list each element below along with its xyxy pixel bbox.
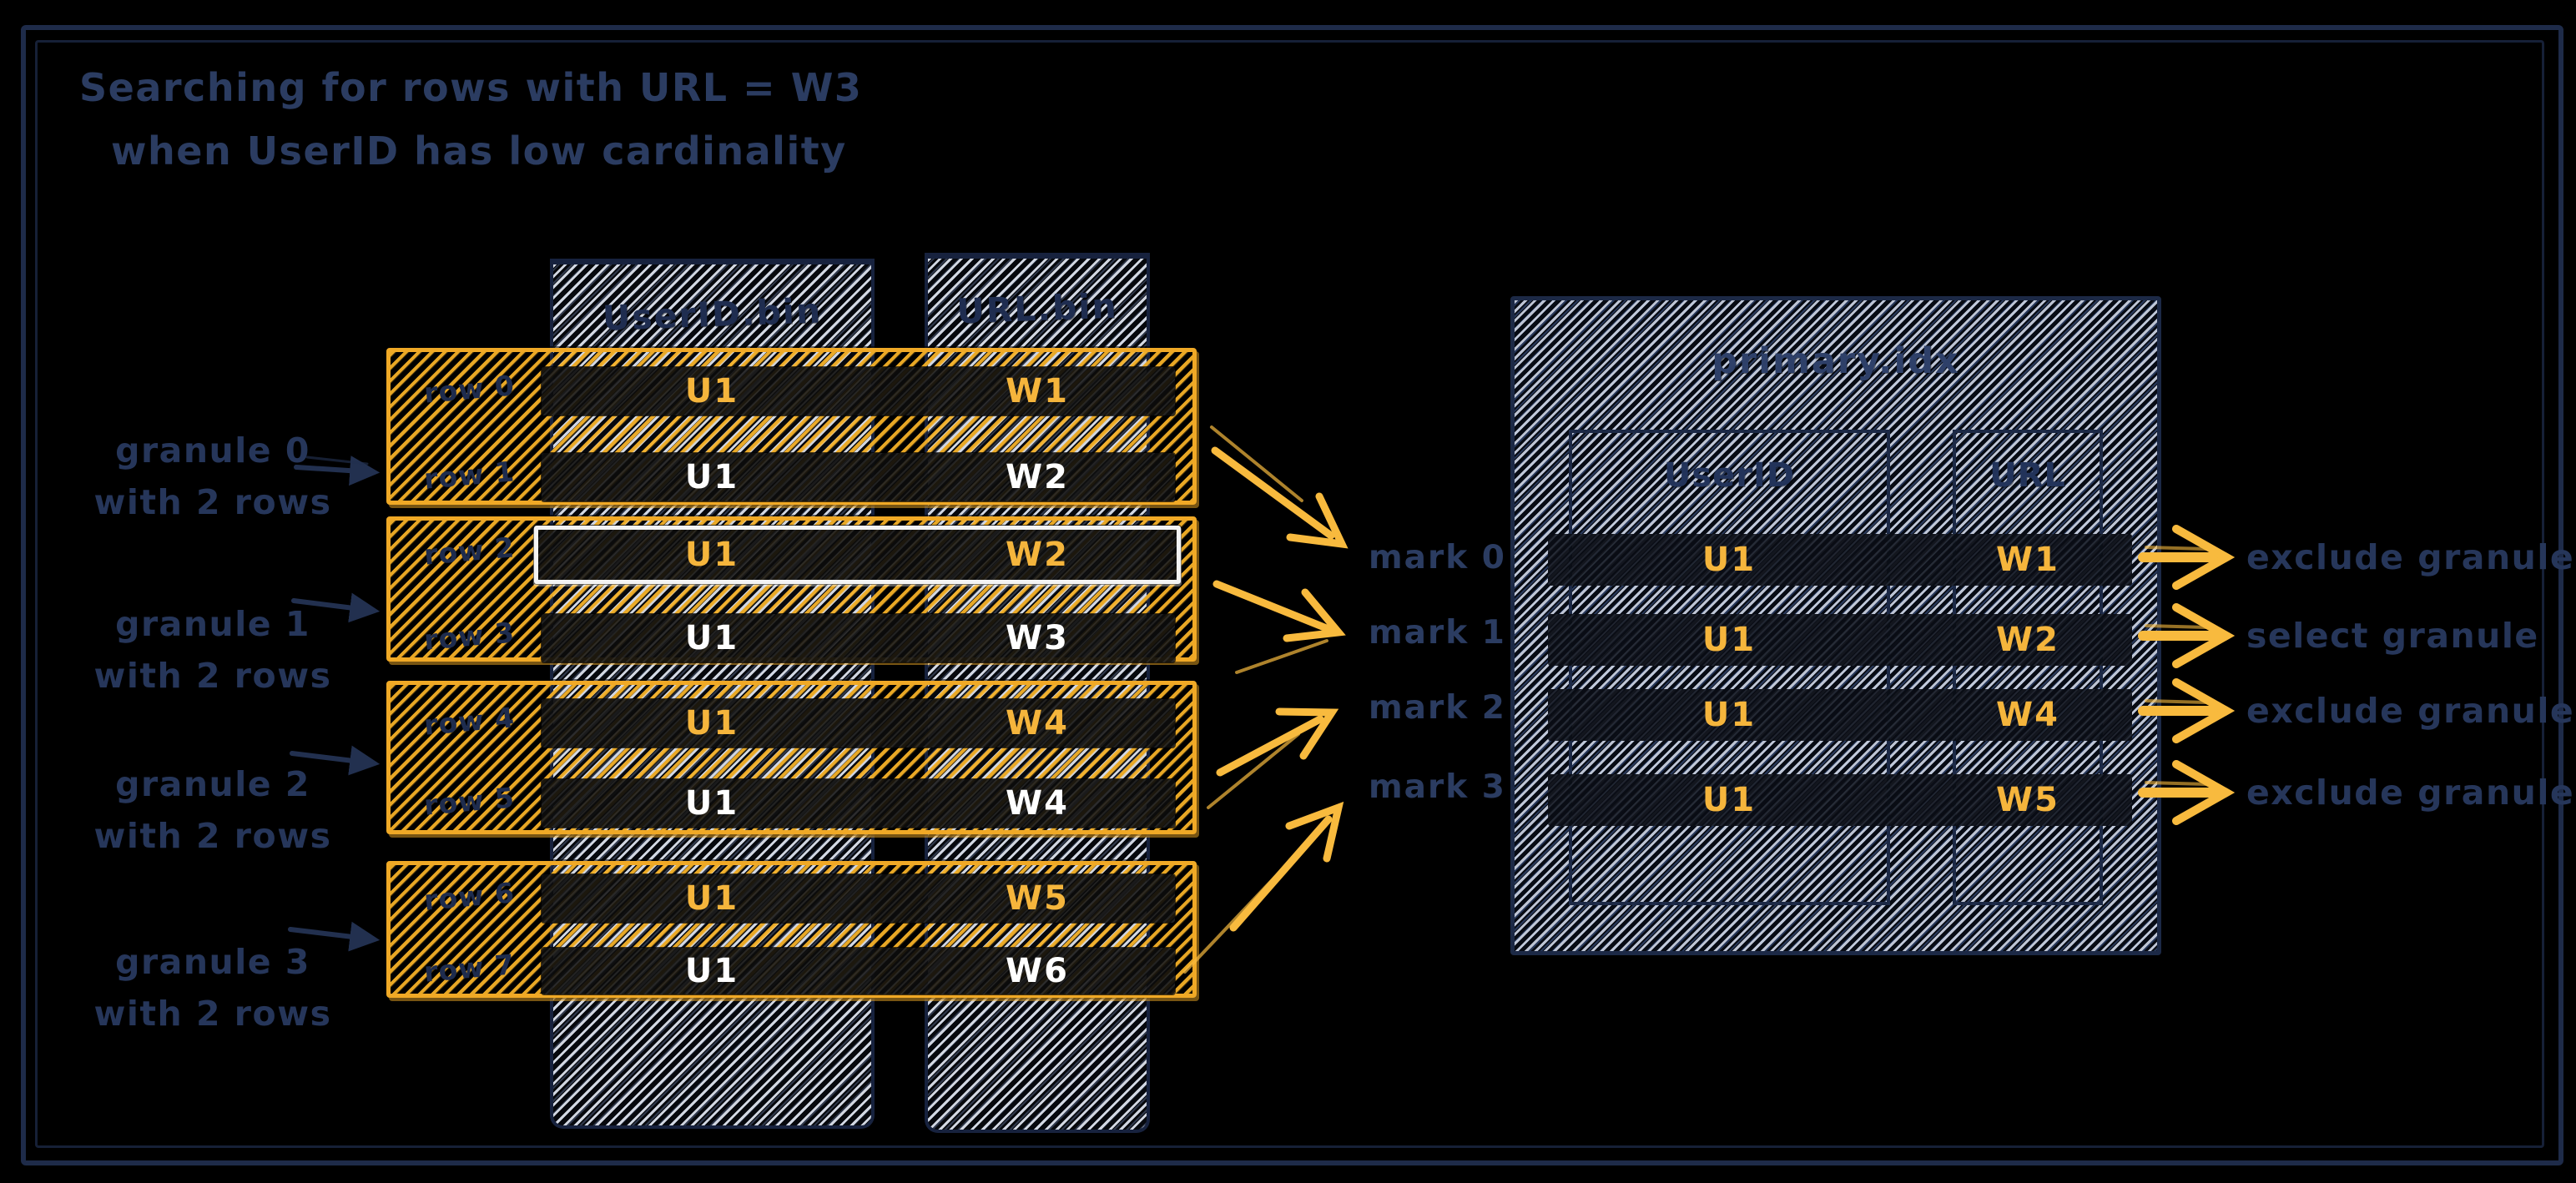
cell-url: W3 (1006, 619, 1069, 657)
diagram-title: Searching for rows with URL = W3 when Us… (79, 65, 862, 174)
granule-0-label-line1: granule 0 (115, 430, 310, 471)
granule-3-label: granule 3 with 2 rows (50, 936, 376, 1040)
table-row-5: U1 W4 (542, 779, 1175, 828)
cell-url: W1 (1006, 372, 1069, 410)
granule-0-label-line2: with 2 rows (93, 482, 332, 522)
table-row-0: U1 W1 (542, 367, 1175, 415)
arrow-outcome1-head (2172, 603, 2236, 668)
primary-idx-title: primary.idx (1711, 340, 1960, 382)
arrow-to-mark0 (1211, 446, 1335, 540)
arrow-to-mark0-head (1286, 492, 1348, 549)
idx-row-1: U1 W2 (1548, 614, 2132, 666)
cell-userid: U1 (684, 619, 739, 657)
cell-userid: U1 (684, 879, 739, 918)
idx-cell-userid: U1 (1701, 696, 1757, 734)
arrow-to-mark1-sketch (1235, 639, 1328, 674)
cell-url: W2 (1006, 458, 1069, 496)
cell-userid: U1 (684, 536, 739, 574)
idx-url-column: URL (1953, 430, 2103, 905)
idx-row-3: U1 W5 (1548, 774, 2132, 826)
outcome-0-label: exclude granule (2246, 537, 2575, 577)
idx-userid-column: UserID (1569, 430, 1890, 905)
arrow-to-mark2-sketch (1207, 732, 1300, 809)
title-line-1: Searching for rows with URL = W3 (79, 65, 863, 110)
idx-userid-header: UserID (1663, 456, 1796, 495)
arrow-to-mark3-head (1285, 801, 1344, 863)
mark-0-label: mark 0 (1369, 539, 1506, 576)
idx-cell-userid: U1 (1701, 781, 1757, 819)
outcome-3-label: exclude granule (2246, 773, 2575, 813)
arrow-to-mark1-head (1283, 588, 1346, 642)
mark-3-label: mark 3 (1369, 768, 1506, 806)
granule-2-label: granule 2 with 2 rows (50, 758, 376, 862)
cell-userid: U1 (684, 784, 739, 823)
outcome-2-label: exclude granule (2246, 691, 2575, 731)
idx-row-2: U1 W4 (1548, 689, 2132, 741)
arrow-outcome3-head (2172, 760, 2236, 825)
granule-2-label-line1: granule 2 (115, 764, 310, 804)
granule-0-label: granule 0 with 2 rows (50, 425, 376, 528)
granule-1-label-line1: granule 1 (115, 604, 310, 644)
arrow-to-mark3 (1229, 815, 1333, 932)
userid-bin-header: UserID.bin (602, 290, 823, 339)
granule-3-label-line1: granule 3 (115, 942, 310, 982)
arrow-to-mark1 (1212, 580, 1333, 633)
cell-url: W2 (1006, 536, 1069, 574)
table-row-1: U1 W2 (542, 453, 1175, 501)
granule-2-label-line2: with 2 rows (93, 816, 332, 856)
idx-row-0: U1 W1 (1548, 534, 2132, 586)
idx-cell-url: W1 (1996, 541, 2059, 579)
arrow-to-mark3-sketch (1183, 858, 1293, 974)
url-bin-header: URL.bin (955, 285, 1119, 332)
table-row-6: U1 W5 (542, 874, 1175, 923)
table-row-7: U1 W6 (542, 948, 1175, 994)
idx-cell-url: W4 (1996, 696, 2059, 734)
cell-userid: U1 (684, 704, 739, 743)
idx-cell-userid: U1 (1701, 621, 1757, 659)
idx-cell-url: W5 (1996, 781, 2059, 819)
idx-cell-userid: U1 (1701, 541, 1757, 579)
arrow-outcome2-head (2172, 678, 2236, 743)
table-row-3: U1 W3 (542, 614, 1175, 662)
arrow-to-mark2-head (1275, 707, 1339, 760)
arrow-outcome0-head (2172, 525, 2236, 590)
table-row-4: U1 W4 (542, 699, 1175, 748)
granule-1-label-line2: with 2 rows (93, 656, 332, 696)
idx-cell-url: W2 (1996, 621, 2059, 659)
granule-3-label-line2: with 2 rows (93, 994, 332, 1034)
outcome-1-label: select granule (2246, 616, 2539, 656)
cell-userid: U1 (684, 372, 739, 410)
cell-url: W6 (1006, 952, 1069, 990)
cell-userid: U1 (684, 952, 739, 990)
title-line-2: when UserID has low cardinality (111, 128, 847, 174)
cell-url: W4 (1006, 784, 1069, 823)
arrow-to-mark0-sketch (1210, 425, 1303, 502)
table-row-2-highlighted: U1 W2 (534, 526, 1181, 584)
mark-arrows (1183, 425, 1348, 974)
cell-userid: U1 (684, 458, 739, 496)
granule-1-label: granule 1 with 2 rows (50, 598, 376, 702)
mark-1-label: mark 1 (1369, 614, 1506, 652)
mark-2-label: mark 2 (1369, 689, 1506, 727)
cell-url: W4 (1006, 704, 1069, 743)
idx-url-header: URL (1989, 456, 2066, 495)
cell-url: W5 (1006, 879, 1069, 918)
arrow-to-mark2 (1216, 715, 1324, 777)
